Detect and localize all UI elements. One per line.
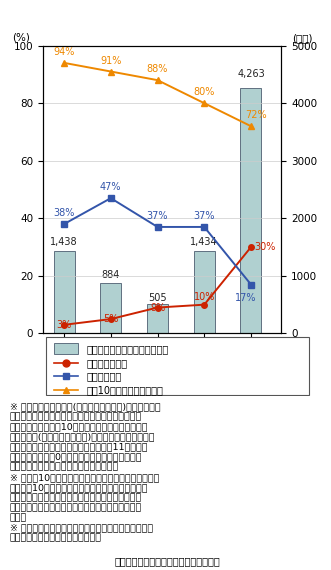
Text: 38%: 38%: [53, 208, 75, 218]
Text: 17%: 17%: [235, 293, 256, 303]
Text: 91%: 91%: [100, 56, 121, 66]
Text: 884: 884: [102, 270, 120, 280]
Text: なくとも一つのインターネット広告事業者に対し: なくとも一つのインターネット広告事業者に対し: [10, 413, 142, 421]
Text: 上伐10位までの大株主合計: 上伐10位までの大株主合計: [86, 385, 163, 395]
Text: 3%: 3%: [56, 320, 72, 330]
Text: ※ 「ネット関連企業」(「総合広告会社」)の数値は、少: ※ 「ネット関連企業」(「総合広告会社」)の数値は、少: [10, 402, 161, 412]
Text: 80%: 80%: [194, 87, 215, 97]
Text: (%): (%): [12, 32, 30, 43]
Text: 94%: 94%: [53, 47, 75, 57]
Text: 505: 505: [148, 293, 167, 303]
Bar: [240, 88, 261, 333]
Text: 9%: 9%: [150, 303, 165, 312]
Text: 含まれる場合は0）を合計し、全インターネット: 含まれる場合は0）を合計し、全インターネット: [10, 453, 142, 462]
Text: 広告事業者の時価総額合計で割った比率: 広告事業者の時価総額合計で割った比率: [10, 463, 119, 472]
Text: 10%: 10%: [194, 292, 215, 302]
Text: ンターネット広告事業者の時価総額合計で割った: ンターネット広告事業者の時価総額合計で割った: [10, 503, 142, 512]
Text: 37%: 37%: [194, 211, 215, 221]
Text: 88%: 88%: [147, 64, 168, 74]
Bar: [194, 251, 215, 333]
Text: 総合広告会社: 総合広告会社: [86, 372, 122, 381]
Text: 30%: 30%: [255, 242, 276, 252]
Text: ト広告事業者について足し合わせたものを、全イ: ト広告事業者について足し合わせたものを、全イ: [10, 493, 142, 502]
Text: 1,438: 1,438: [50, 237, 78, 247]
Text: 72%: 72%: [245, 111, 266, 120]
Text: 比率: 比率: [10, 513, 27, 522]
Text: 5%: 5%: [103, 314, 118, 324]
FancyBboxPatch shape: [54, 344, 78, 354]
Text: 各社の時価総額の合計（右軍）: 各社の時価総額の合計（右軍）: [86, 344, 169, 355]
Bar: [147, 304, 168, 333]
Text: ネット関連企業: ネット関連企業: [86, 358, 127, 368]
Text: 47%: 47%: [100, 182, 121, 193]
Text: 1,434: 1,434: [190, 238, 218, 247]
Text: 37%: 37%: [147, 211, 168, 221]
Text: 率上伐10位までの出資額の合計を全インターネッ: 率上伐10位までの出資額の合計を全インターネッ: [10, 483, 148, 492]
Text: ※ 「各社の時価総額の合計」は、インターネット広告: ※ 「各社の時価総額の合計」は、インターネット広告: [10, 523, 153, 532]
Text: ※ 「上伐10位までの大株主合計」の数値は、持ち株比: ※ 「上伐10位までの大株主合計」の数値は、持ち株比: [10, 473, 159, 482]
Text: 事業者各社の年度末の数値の合計: 事業者各社の年度末の数値の合計: [10, 533, 102, 542]
Text: ット広告事業者に対する出資額（上伐11位以下に: ット広告事業者に対する出資額（上伐11位以下に: [10, 443, 148, 451]
Text: 各社発表資料及び会社四季報により作成: 各社発表資料及び会社四季報により作成: [114, 556, 220, 567]
Bar: [54, 251, 74, 333]
Text: 4,263: 4,263: [237, 69, 265, 79]
Text: (億円): (億円): [292, 32, 312, 43]
Text: て持ち株比率上伐10位までに含まれる「ネット関: て持ち株比率上伐10位までに含まれる「ネット関: [10, 422, 148, 431]
FancyBboxPatch shape: [46, 337, 309, 395]
Text: 連企業」(「総合広告会社」)について、各インターネ: 連企業」(「総合広告会社」)について、各インターネ: [10, 433, 155, 442]
Bar: [100, 283, 121, 333]
